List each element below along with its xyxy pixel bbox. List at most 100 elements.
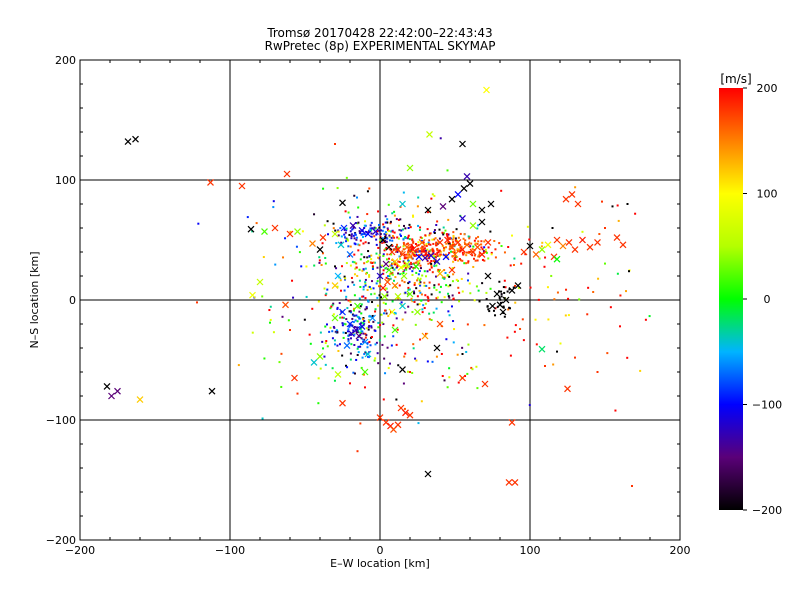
data-point-dot: [367, 242, 370, 245]
data-point-cross-stroke: [463, 172, 471, 180]
data-point-dot: [412, 215, 415, 218]
data-point-dot: [451, 294, 454, 297]
data-point-dot: [470, 242, 473, 245]
data-point-cross: [421, 332, 429, 340]
data-point-cross: [586, 243, 594, 251]
data-point-dot: [391, 258, 394, 261]
data-point-dot: [347, 337, 350, 340]
data-point-dot: [551, 227, 554, 229]
data-point-dot: [465, 262, 468, 265]
data-point-dot: [383, 312, 386, 315]
data-point-cross: [444, 236, 451, 244]
data-point-dot: [423, 281, 426, 284]
data-point-dot: [470, 366, 473, 369]
data-point-dot: [437, 269, 440, 272]
data-point-dot: [421, 240, 424, 243]
data-point-dot: [322, 347, 325, 350]
data-point-dot: [349, 300, 352, 303]
data-point-dot: [456, 250, 459, 253]
data-point-dot: [451, 243, 454, 246]
data-point-dot: [383, 233, 386, 236]
data-point-dot: [452, 241, 455, 244]
data-point-dot: [443, 269, 446, 272]
data-point-dot: [402, 191, 405, 194]
data-point-dot: [452, 273, 455, 276]
data-point-cross: [354, 302, 361, 310]
data-point-dot: [502, 305, 505, 308]
data-point-dot: [371, 265, 374, 268]
data-point-dot: [369, 261, 372, 264]
data-point-dot: [364, 267, 367, 270]
data-point-dot: [351, 260, 354, 263]
data-point-dot: [360, 366, 363, 369]
data-point-dot: [384, 267, 387, 270]
data-point-dot: [408, 238, 411, 241]
data-point-cross-stroke: [489, 302, 496, 310]
data-point-dot: [359, 305, 362, 308]
data-point-dot: [396, 328, 399, 331]
data-point-dot: [364, 308, 367, 311]
data-point-dot: [355, 262, 358, 265]
data-point-dot: [461, 290, 464, 293]
data-point-cross-stroke: [562, 195, 570, 203]
data-point-dot: [476, 387, 479, 390]
data-point-dot: [342, 316, 345, 319]
data-point-dot: [366, 342, 369, 345]
data-point-cross-stroke: [310, 358, 318, 366]
data-point-dot: [407, 288, 410, 291]
data-point-dot: [407, 256, 410, 259]
data-point-cross: [310, 358, 318, 366]
data-point-dot: [356, 330, 359, 333]
data-point-dot: [425, 243, 428, 246]
data-point-dot: [373, 226, 376, 229]
data-point-cross-stroke: [481, 380, 489, 388]
data-point-dot: [416, 295, 419, 298]
data-point-dot: [349, 310, 352, 313]
data-point-dot: [526, 225, 529, 228]
data-point-cross-stroke: [385, 266, 393, 274]
data-point-dot: [468, 251, 471, 254]
data-point-dot: [357, 249, 360, 252]
data-point-dot: [329, 307, 332, 310]
data-point-cross-stroke: [358, 322, 366, 330]
data-point-dot: [395, 218, 398, 221]
data-point-dot: [391, 273, 394, 276]
data-point-dot: [438, 291, 441, 294]
data-point-dot: [349, 352, 352, 355]
data-point-cross: [361, 338, 369, 346]
data-point-dot: [382, 323, 385, 326]
data-point-dot: [357, 221, 360, 224]
data-point-dot: [528, 238, 531, 241]
data-point-cross-stroke: [364, 230, 372, 238]
data-point-dot: [415, 271, 418, 274]
data-point-cross-stroke: [478, 206, 486, 214]
data-point-dot: [448, 376, 451, 379]
data-point-dot: [452, 260, 455, 263]
data-point-dot: [586, 313, 589, 316]
data-point-dot: [382, 226, 385, 229]
data-point-cross-stroke: [418, 238, 426, 246]
data-point-dot: [340, 235, 343, 238]
data-point-cross-stroke: [412, 262, 420, 270]
data-point-dot: [284, 237, 287, 240]
data-point-dot: [255, 222, 258, 225]
data-point-dot: [386, 218, 389, 221]
data-point-dot: [509, 307, 512, 310]
data-point-dot: [385, 312, 388, 315]
data-point-dot: [357, 345, 360, 348]
data-point-dot: [519, 327, 522, 330]
data-point-dot: [411, 239, 414, 242]
data-point-dot: [502, 306, 505, 309]
data-point-dot: [420, 247, 423, 250]
data-point-dot: [325, 292, 328, 295]
data-point-dot: [368, 255, 371, 258]
data-point-cross: [331, 314, 339, 322]
data-point-cross: [208, 387, 216, 395]
data-point-dot: [347, 285, 350, 288]
data-point-dot: [393, 311, 396, 314]
data-point-dot: [450, 250, 453, 253]
data-point-dot: [341, 354, 344, 357]
data-point-dot: [574, 356, 576, 359]
data-point-dot: [460, 277, 463, 280]
